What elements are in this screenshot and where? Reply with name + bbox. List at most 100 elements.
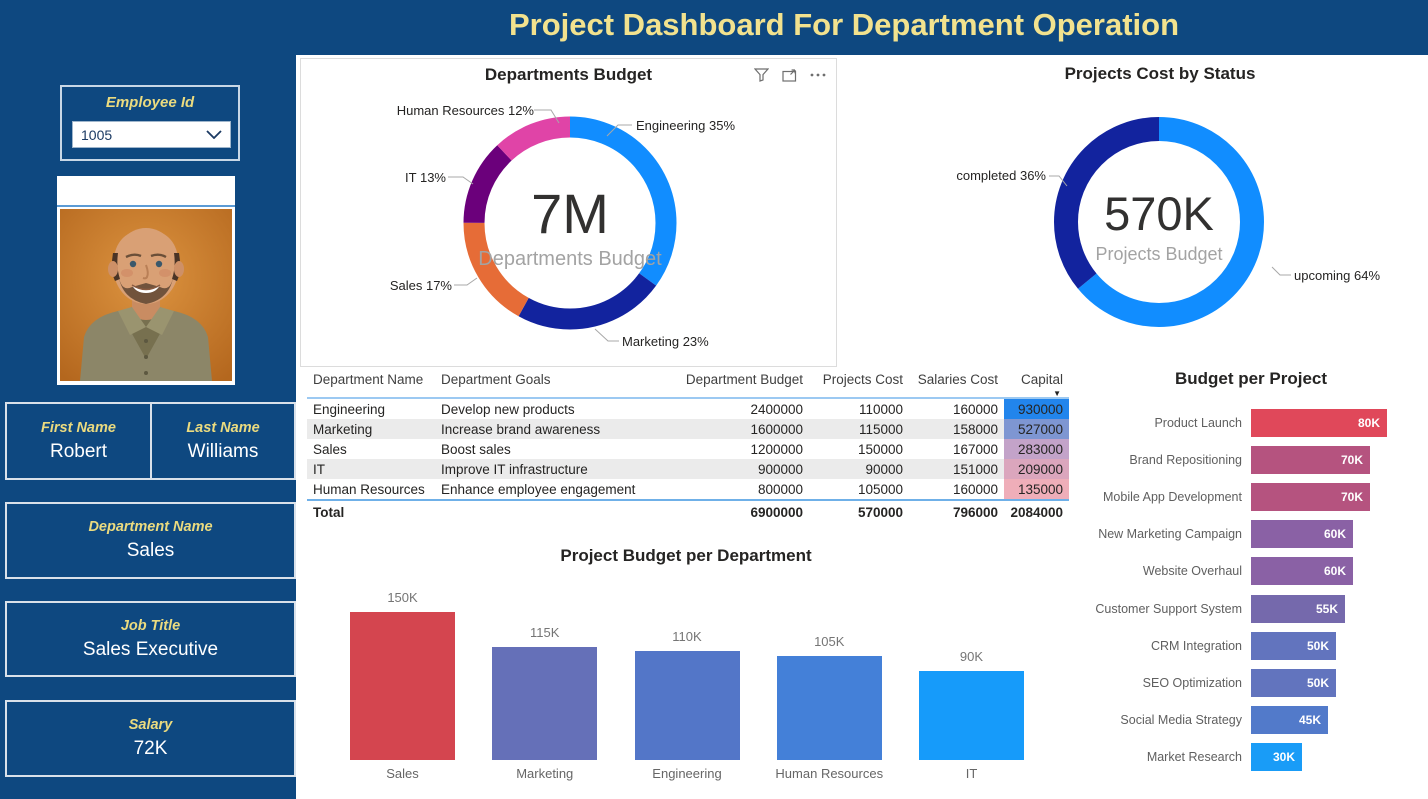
bar-marketing[interactable] bbox=[492, 647, 598, 760]
hbar-value-label: 50K bbox=[1306, 638, 1329, 653]
column-header-department-name[interactable]: Department Name bbox=[313, 372, 424, 387]
donut-segment-marketing[interactable] bbox=[463, 116, 677, 330]
hbar-row-crm-integration: CRM Integration 50K bbox=[1078, 627, 1424, 664]
hbar-row-brand-repositioning: Brand Repositioning 70K bbox=[1078, 441, 1424, 478]
donut-segment-sales[interactable] bbox=[463, 116, 677, 330]
hbar-brand-repositioning[interactable]: 70K bbox=[1251, 445, 1370, 474]
axis-label-human-resources: Human Resources bbox=[775, 766, 884, 781]
donut-label-completed: completed 36% bbox=[956, 168, 1046, 183]
cell-projects-cost: 90000 bbox=[865, 461, 903, 477]
departments-table: Department Name Department Goals Departmen… bbox=[307, 366, 1069, 524]
hbar-row-market-research: Market Research 30K bbox=[1078, 739, 1424, 776]
projects-cost-donut-svg bbox=[1054, 117, 1264, 327]
focus-mode-icon[interactable] bbox=[782, 68, 797, 82]
projects-cost-center-label: Projects Budget bbox=[1095, 244, 1223, 264]
last-name-value: Williams bbox=[187, 440, 259, 462]
employee-id-card: Employee Id 1005 bbox=[60, 85, 240, 161]
employee-id-value: 1005 bbox=[81, 126, 113, 143]
cell-department-goals: Improve IT infrastructure bbox=[441, 461, 588, 477]
cell-department-name: IT bbox=[313, 461, 325, 477]
title-bar: Project Dashboard For Department Operati… bbox=[0, 0, 1428, 55]
cell-department-goals: Boost sales bbox=[441, 441, 511, 457]
sort-descending-icon: ▼ bbox=[1053, 389, 1061, 398]
axis-label-marketing: Marketing bbox=[516, 766, 574, 781]
bar-engineering[interactable] bbox=[634, 651, 740, 760]
cell-salaries-cost: 160000 bbox=[952, 481, 998, 497]
hbar-product-launch[interactable]: 80K bbox=[1251, 408, 1387, 437]
column-header-salaries-cost[interactable]: Salaries Cost bbox=[917, 372, 998, 387]
donut-segment-completed[interactable] bbox=[1054, 117, 1264, 327]
salary-value: 72K bbox=[133, 738, 168, 759]
employee-id-dropdown[interactable]: 1005 bbox=[72, 121, 231, 148]
donut-label-human-resources: Human Resources 12% bbox=[396, 103, 534, 118]
axis-label-engineering: Engineering bbox=[652, 766, 722, 781]
column-header-projects-cost[interactable]: Projects Cost bbox=[822, 372, 903, 387]
bar-group-engineering: 110K bbox=[619, 612, 756, 760]
bar-group-human-resources: 105K bbox=[761, 612, 898, 760]
cell-projects-cost: 115000 bbox=[858, 421, 903, 437]
projects-cost-center: 570K Projects Budget bbox=[1059, 186, 1259, 265]
axis-label-sales: Sales bbox=[386, 766, 419, 781]
bar-sales[interactable] bbox=[350, 612, 455, 760]
cell-department-name: Engineering bbox=[313, 401, 386, 417]
cell-capital: 209000 bbox=[1004, 459, 1069, 479]
cell-capital: 527000 bbox=[1004, 419, 1069, 439]
department-name-value: Sales bbox=[126, 540, 175, 561]
filter-icon[interactable] bbox=[754, 68, 769, 82]
projects-cost-center-value: 570K bbox=[1104, 187, 1214, 240]
hbar-label-market-research: Market Research bbox=[1146, 750, 1242, 765]
column-header-department-goals[interactable]: Department Goals bbox=[441, 372, 551, 387]
hbar-seo-optimization[interactable]: 50K bbox=[1251, 668, 1336, 697]
horizontal-bar-rows: Product Launch 80K Brand Repositioning 70K M… bbox=[1078, 404, 1424, 776]
project-budget-per-department-title: Project Budget per Department bbox=[560, 546, 812, 565]
vertical-bar-plot: 150K 115K 110K 105K 90K bbox=[334, 590, 1040, 760]
hbar-social-media-strategy[interactable]: 45K bbox=[1251, 706, 1328, 735]
hbar-mobile-app-development[interactable]: 70K bbox=[1251, 482, 1370, 511]
table-row-marketing[interactable]: Marketing Increase brand awareness 1600000… bbox=[307, 419, 1069, 439]
hbar-row-mobile-app-development: Mobile App Development 70K bbox=[1078, 478, 1424, 515]
total-capital: 2084000 bbox=[1010, 505, 1063, 520]
photo-card-header bbox=[57, 176, 235, 207]
cell-capital: 930000 bbox=[1004, 398, 1069, 419]
hbar-new-marketing-campaign[interactable]: 60K bbox=[1251, 520, 1353, 549]
table-row-sales[interactable]: Sales Boost sales 1200000 150000 167000 28300… bbox=[307, 439, 1069, 459]
hbar-customer-support-system[interactable]: 55K bbox=[1251, 594, 1345, 623]
departments-budget-panel: Departments Budget 7M Departments Budget bbox=[300, 58, 837, 367]
job-title-value: Sales Executive bbox=[82, 638, 219, 660]
employee-photo-card bbox=[57, 176, 235, 385]
cell-department-name: Human Resources bbox=[313, 481, 425, 497]
employee-photo bbox=[60, 209, 232, 381]
departments-budget-donut bbox=[455, 108, 685, 343]
cell-salaries-cost: 151000 bbox=[952, 461, 998, 477]
cell-salaries-cost: 167000 bbox=[952, 441, 998, 457]
donut-segment-human-resources[interactable] bbox=[463, 116, 677, 330]
hbar-value-label: 70K bbox=[1340, 489, 1363, 504]
hbar-label-social-media-strategy: Social Media Strategy bbox=[1120, 713, 1242, 728]
column-header-department-budget[interactable]: Department Budget bbox=[685, 372, 803, 387]
table-row-human-resources[interactable]: Human Resources Enhance employee engageme… bbox=[307, 479, 1069, 500]
bar-value-label: 105K bbox=[814, 634, 845, 649]
hbar-crm-integration[interactable]: 50K bbox=[1251, 631, 1336, 660]
budget-per-project-title: Budget per Project bbox=[1174, 369, 1328, 388]
more-options-icon[interactable] bbox=[810, 73, 826, 77]
column-header-capital[interactable]: Capital ▼ bbox=[1020, 372, 1063, 398]
cell-salaries-cost: 160000 bbox=[952, 401, 998, 417]
donut-label-sales: Sales 17% bbox=[389, 278, 452, 293]
table-row-engineering[interactable]: Engineering Develop new products 2400000 11… bbox=[307, 398, 1069, 419]
hbar-website-overhaul[interactable]: 60K bbox=[1251, 557, 1353, 586]
donut-label-upcoming: upcoming 64% bbox=[1294, 268, 1380, 283]
bar-it[interactable] bbox=[919, 671, 1024, 760]
hbar-row-website-overhaul: Website Overhaul 60K bbox=[1078, 553, 1424, 590]
table-row-it[interactable]: IT Improve IT infrastructure 900000 90000 15… bbox=[307, 459, 1069, 479]
bar-human-resources[interactable] bbox=[776, 656, 882, 760]
department-name-label: Department Name bbox=[88, 519, 213, 535]
hbar-market-research[interactable]: 30K bbox=[1251, 743, 1302, 772]
departments-table-header[interactable]: Department Name Department Goals Departmen… bbox=[307, 366, 1069, 398]
cell-department-budget: 2400000 bbox=[750, 401, 803, 417]
employee-id-label: Employee Id bbox=[105, 94, 195, 111]
hbar-label-product-launch: Product Launch bbox=[1154, 415, 1242, 430]
departments-budget-center-label: Departments Budget bbox=[478, 248, 662, 270]
bar-group-marketing: 115K bbox=[476, 612, 613, 760]
hbar-label-website-overhaul: Website Overhaul bbox=[1142, 564, 1242, 579]
